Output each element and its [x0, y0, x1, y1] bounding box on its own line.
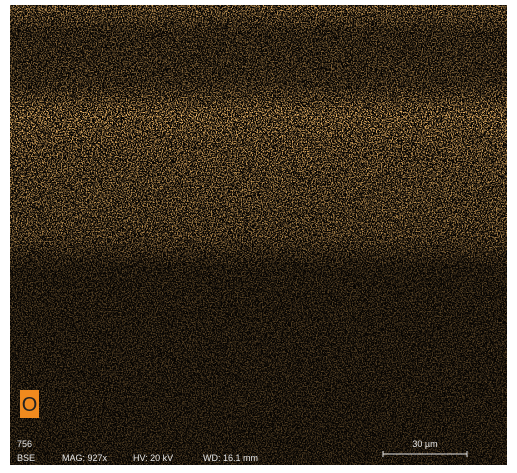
- speckle: [10, 5, 507, 465]
- counts: 756: [17, 439, 32, 449]
- scale-label: 30 µm: [412, 439, 437, 449]
- detector: BSE: [17, 453, 35, 463]
- voltage: HV: 20 kV: [133, 453, 173, 463]
- magnification: MAG: 927x: [62, 453, 108, 463]
- element-label: O: [22, 394, 38, 416]
- eds-map: O 756 BSE MAG: 927x HV: 20 kV WD: 16.1 m…: [0, 0, 517, 473]
- working-distance: WD: 16.1 mm: [203, 453, 258, 463]
